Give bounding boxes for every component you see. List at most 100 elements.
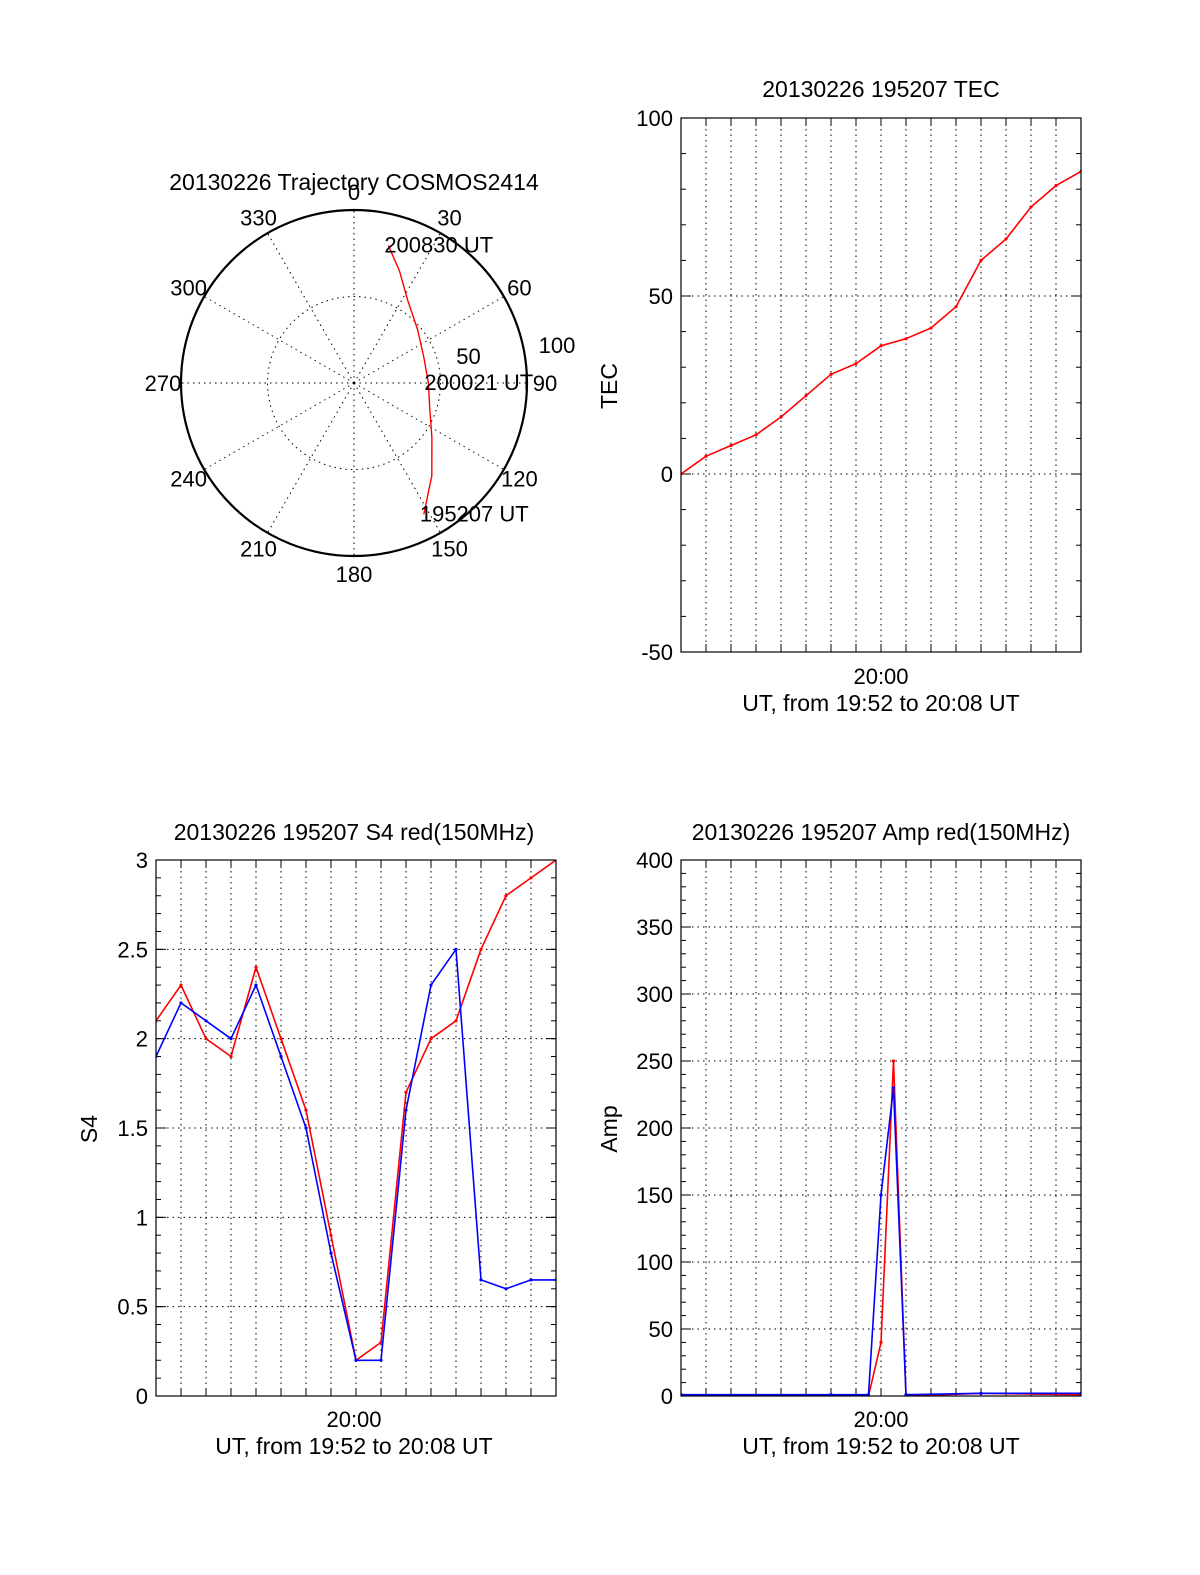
data-point-blue: [529, 1278, 533, 1282]
s4-panel: 20130226 195207 S4 red(150MHz) 0 0.5 1 1.5 2…: [76, 819, 557, 1459]
data-point-red: [254, 965, 258, 969]
y-tick-label: 350: [636, 915, 673, 940]
polar-spoke: [353, 382, 441, 534]
s4-x-tick-label: 20:00: [326, 1407, 381, 1432]
polar-spoke: [267, 232, 355, 384]
data-point-blue: [891, 1086, 896, 1090]
amp-panel: 20130226 195207 Amp red(150MHz) 0 50 100 15…: [596, 819, 1082, 1459]
y-tick-label: 0.5: [117, 1295, 148, 1320]
y-tick-label: 1: [136, 1205, 148, 1230]
polar-azimuth-label: 180: [336, 562, 373, 587]
data-point-blue: [229, 1037, 233, 1041]
y-tick-label: 50: [649, 284, 673, 309]
tec-title: 20130226 195207 TEC: [762, 76, 999, 102]
data-point-red: [891, 1059, 896, 1063]
data-point-red: [204, 1037, 208, 1041]
plot-frame: [680, 117, 1082, 653]
tec-plot: -50 0 50 100: [636, 106, 1082, 665]
s4-y-axis-label: S4: [76, 1115, 102, 1143]
data-point-red: [704, 454, 708, 458]
data-point-red: [904, 337, 908, 341]
series-line-blue: [681, 1087, 1081, 1396]
polar-azimuth-label: 330: [240, 206, 277, 231]
data-point-blue: [829, 1393, 833, 1396]
data-point-red: [454, 1019, 458, 1023]
data-point-red: [1054, 184, 1058, 188]
series-group: [156, 860, 556, 1362]
amp-x-tick-label: 20:00: [853, 1407, 908, 1432]
data-point-blue: [254, 983, 258, 987]
polar-radial-label: 50: [456, 344, 480, 369]
data-point-red: [754, 433, 758, 437]
plot-frame: [680, 859, 1082, 1397]
data-point-blue: [866, 1393, 871, 1396]
data-point-blue: [179, 1001, 183, 1005]
y-tick-label: 3: [136, 848, 148, 873]
s4-title: 20130226 195207 S4 red(150MHz): [174, 819, 535, 845]
polar-spoke: [353, 232, 441, 384]
data-point-red: [1004, 237, 1008, 241]
data-point-red: [329, 1233, 333, 1237]
y-tick-label: -50: [641, 640, 673, 665]
series-group: [681, 169, 1081, 476]
series-group: [681, 1059, 1081, 1396]
tec-x-tick-label: 20:00: [853, 664, 908, 689]
data-point-red: [779, 415, 783, 419]
y-tick-label: 2: [136, 1027, 148, 1052]
data-point-blue: [304, 1126, 308, 1130]
polar-spoke: [203, 296, 355, 384]
trajectory-line: [387, 245, 433, 515]
data-point-red: [729, 443, 733, 448]
data-point-red: [429, 1037, 433, 1041]
amp-title: 20130226 195207 Amp red(150MHz): [692, 819, 1070, 845]
polar-azimuth-label: 30: [437, 206, 461, 231]
data-point-red: [829, 372, 833, 376]
polar-grid: [179, 208, 529, 558]
polar-spoke: [353, 382, 505, 470]
y-tick-label: 1.5: [117, 1116, 148, 1141]
trajectory-track: 200830 UT 200021 UT 195207 UT: [384, 232, 533, 526]
data-point-red: [954, 305, 958, 309]
polar-azimuth-label: 90: [533, 371, 557, 396]
data-point-blue: [204, 1019, 208, 1023]
data-point-red: [1029, 205, 1033, 209]
y-tick-label: 300: [636, 982, 673, 1007]
polar-grid-circle: [267, 296, 441, 470]
data-point-red: [279, 1037, 283, 1041]
data-point-red: [979, 258, 983, 262]
y-tick-label: 0: [661, 1384, 673, 1409]
data-point-blue: [479, 1278, 483, 1282]
data-point-red: [304, 1108, 308, 1112]
amp-x-axis-label: UT, from 19:52 to 20:08 UT: [742, 1433, 1019, 1459]
data-point-blue: [429, 983, 433, 987]
data-point-red: [529, 876, 533, 880]
trajectory-title: 20130226 Trajectory COSMOS2414: [169, 169, 539, 195]
data-point-blue: [379, 1358, 383, 1362]
data-point-blue: [329, 1251, 333, 1255]
y-tick-label: 0: [136, 1384, 148, 1409]
polar-azimuth-label: 60: [507, 276, 531, 301]
y-tick-label: 250: [636, 1049, 673, 1074]
data-point-red: [804, 394, 808, 398]
data-point-red: [179, 983, 183, 987]
y-tick-label: 200: [636, 1116, 673, 1141]
data-point-red: [379, 1340, 383, 1344]
series-line-blue: [156, 948, 556, 1362]
trajectory-time-label: 200830 UT: [384, 232, 493, 257]
data-point-red: [479, 947, 483, 951]
data-point-blue: [904, 1393, 908, 1396]
data-point-blue: [504, 1287, 508, 1291]
polar-spoke: [267, 382, 355, 534]
polar-spoke: [353, 296, 505, 384]
data-point-blue: [979, 1391, 983, 1395]
trajectory-panel: 20130226 Trajectory COSMOS2414 0 30 60 90 12…: [145, 169, 576, 587]
polar-outer-circle: [179, 208, 529, 558]
data-point-red: [854, 362, 858, 366]
polar-azimuth-label: 0: [348, 180, 360, 205]
tec-panel: 20130226 195207 TEC -50 0 50 100 20:00 UT, …: [596, 76, 1082, 716]
y-tick-label: 50: [649, 1317, 673, 1342]
tec-y-axis-label: TEC: [596, 363, 622, 409]
polar-spoke: [203, 382, 355, 470]
data-point-blue: [879, 1193, 883, 1197]
